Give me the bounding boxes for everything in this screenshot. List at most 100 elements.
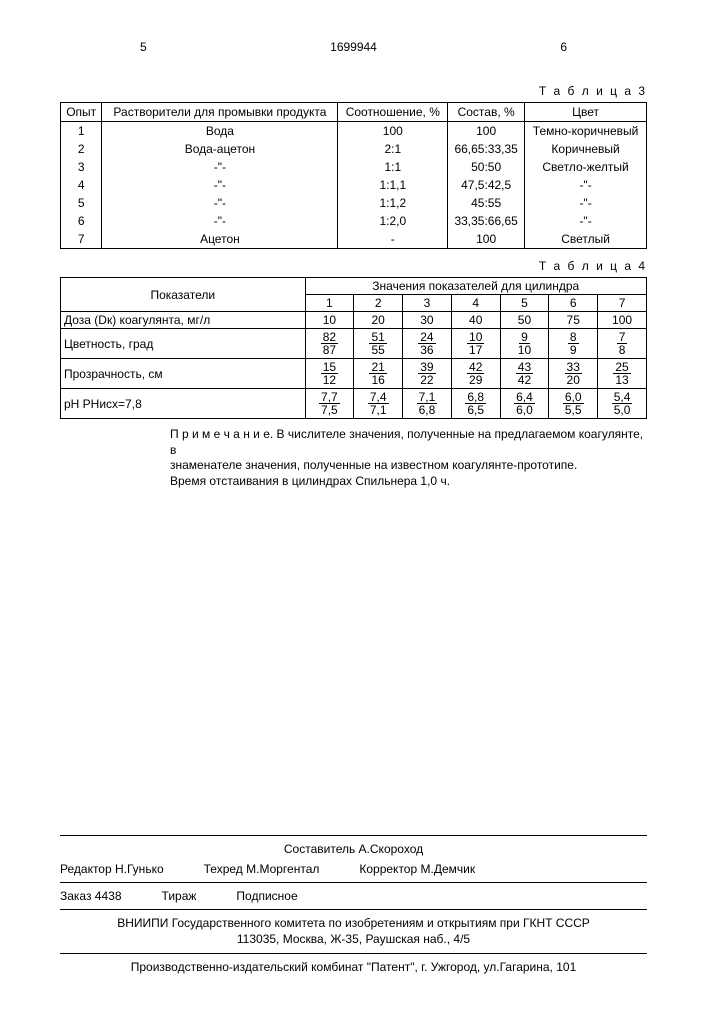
t3-cell: 100 [448, 230, 525, 249]
t4-cell-ratio: 2436 [403, 329, 452, 359]
t3-cell: Коричневый [525, 140, 647, 158]
order-row: Заказ 4438 Тираж Подписное [60, 889, 647, 903]
corrector: Корректор М.Демчик [359, 862, 475, 876]
t4-cell-ratio: 3922 [403, 359, 452, 389]
t4-cell-ratio: 910 [500, 329, 549, 359]
t3-cell: 1:1,1 [338, 176, 448, 194]
t4-cell-ratio: 1017 [451, 329, 500, 359]
t4-cell-ratio: 7,77,5 [305, 389, 354, 419]
subscr: Подписное [236, 889, 297, 903]
printer: Производственно-издательский комбинат "П… [60, 960, 647, 976]
t3-cell: 3 [61, 158, 102, 176]
t4-row-label: Прозрачность, см [61, 359, 306, 389]
t4-cell: 50 [500, 312, 549, 329]
t3-cell: -"- [102, 212, 338, 230]
t3-cell: Темно-коричневый [525, 122, 647, 141]
t3-cell: -"- [102, 158, 338, 176]
t3-col-header: Опыт [61, 103, 102, 122]
t4-cell-ratio: 2513 [598, 359, 647, 389]
tirage: Тираж [162, 889, 197, 903]
t3-cell: Светлый [525, 230, 647, 249]
col-left: 5 [140, 40, 147, 54]
note-line2: знаменателе значения, полученные на изве… [170, 458, 577, 472]
t3-cell: 100 [338, 122, 448, 141]
t3-cell: Вода [102, 122, 338, 141]
editor: Редактор Н.Гунько [60, 862, 164, 876]
t3-cell: 1 [61, 122, 102, 141]
t3-cell: 4 [61, 176, 102, 194]
t3-cell: 1:2,0 [338, 212, 448, 230]
t4-cell-ratio: 78 [598, 329, 647, 359]
order: Заказ 4438 [60, 889, 122, 903]
t4-header-left: Показатели [61, 278, 306, 312]
t3-cell: -"- [102, 176, 338, 194]
credits-row: Редактор Н.Гунько Техред М.Моргентал Кор… [60, 862, 647, 876]
t4-cyl-col: 2 [354, 295, 403, 312]
t4-header-right: Значения показателей для цилиндра [305, 278, 646, 295]
t4-row-label: Цветность, град [61, 329, 306, 359]
t4-cell: 75 [549, 312, 598, 329]
t4-cell-ratio: 8287 [305, 329, 354, 359]
t3-cell: 2:1 [338, 140, 448, 158]
note-line3: Время отстаивания в цилиндрах Спильнера … [170, 474, 450, 488]
note-prefix: П р и м е ч а н и е. [170, 427, 273, 441]
t4-cell-ratio: 1512 [305, 359, 354, 389]
t4-cell: 30 [403, 312, 452, 329]
t3-cell: 5 [61, 194, 102, 212]
table3-label: Т а б л и ц а 3 [60, 84, 647, 98]
t3-col-header: Цвет [525, 103, 647, 122]
t4-cyl-col: 6 [549, 295, 598, 312]
t4-cell-ratio: 6,05,5 [549, 389, 598, 419]
t4-cyl-col: 1 [305, 295, 354, 312]
t4-cell-ratio: 4229 [451, 359, 500, 389]
t3-cell: 45:55 [448, 194, 525, 212]
t3-cell: -"- [525, 176, 647, 194]
t3-cell: 1:1,2 [338, 194, 448, 212]
table4: Показатели Значения показателей для цили… [60, 277, 647, 419]
table3: ОпытРастворители для промывки продуктаСо… [60, 102, 647, 249]
t3-cell: 66,65:33,35 [448, 140, 525, 158]
org2: 113035, Москва, Ж-35, Раушская наб., 4/5 [60, 932, 647, 948]
t4-cyl-col: 3 [403, 295, 452, 312]
t3-col-header: Соотношение, % [338, 103, 448, 122]
t4-cell-ratio: 7,47,1 [354, 389, 403, 419]
t3-cell: -"- [102, 194, 338, 212]
techred: Техред М.Моргентал [204, 862, 320, 876]
t4-cell-ratio: 6,86,5 [451, 389, 500, 419]
t3-cell: -"- [525, 194, 647, 212]
t3-cell: Светло-желтый [525, 158, 647, 176]
t3-col-header: Состав, % [448, 103, 525, 122]
t4-cyl-col: 4 [451, 295, 500, 312]
col-right: 6 [560, 40, 567, 54]
t4-cell-ratio: 4342 [500, 359, 549, 389]
t3-cell: 47,5:42,5 [448, 176, 525, 194]
t4-cell: 20 [354, 312, 403, 329]
patent-number: 1699944 [330, 40, 377, 54]
t3-col-header: Растворители для промывки продукта [102, 103, 338, 122]
t4-cyl-col: 5 [500, 295, 549, 312]
t4-cell-ratio: 5,45,0 [598, 389, 647, 419]
t4-row-label: Доза (Dк) коагулянта, мг/л [61, 312, 306, 329]
t4-cell: 10 [305, 312, 354, 329]
t3-cell: 50:50 [448, 158, 525, 176]
t4-cell-ratio: 6,46,0 [500, 389, 549, 419]
t3-cell: Ацетон [102, 230, 338, 249]
t4-cell-ratio: 89 [549, 329, 598, 359]
org1: ВНИИПИ Государственного комитета по изоб… [60, 916, 647, 932]
t3-cell: 6 [61, 212, 102, 230]
t4-cyl-col: 7 [598, 295, 647, 312]
t4-cell-ratio: 2116 [354, 359, 403, 389]
t4-cell: 100 [598, 312, 647, 329]
t4-cell-ratio: 5155 [354, 329, 403, 359]
t4-cell-ratio: 7,16,8 [403, 389, 452, 419]
t3-cell: -"- [525, 212, 647, 230]
t4-cell: 40 [451, 312, 500, 329]
t3-cell: 33,35:66,65 [448, 212, 525, 230]
t3-cell: - [338, 230, 448, 249]
t3-cell: 1:1 [338, 158, 448, 176]
t3-cell: 100 [448, 122, 525, 141]
table4-label: Т а б л и ц а 4 [60, 259, 647, 273]
t3-cell: 7 [61, 230, 102, 249]
note: П р и м е ч а н и е. В числителе значени… [60, 427, 647, 489]
t3-cell: Вода-ацетон [102, 140, 338, 158]
